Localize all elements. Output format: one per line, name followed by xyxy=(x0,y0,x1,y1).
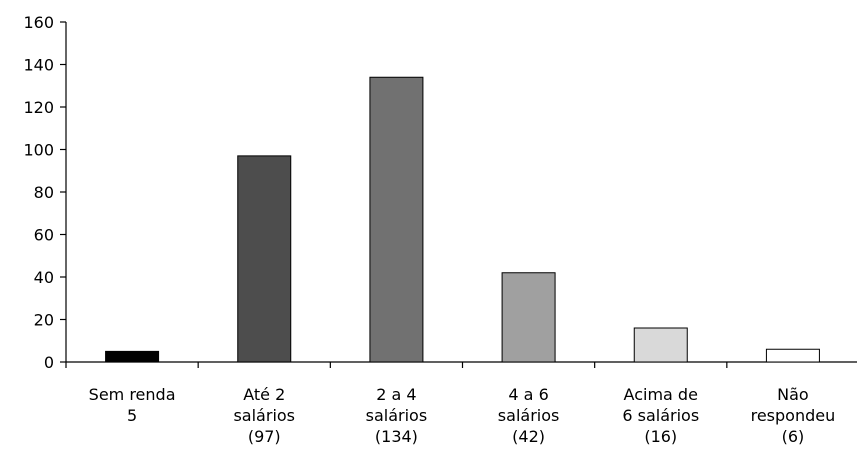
category-label: salários xyxy=(498,406,560,425)
category-label: 5 xyxy=(127,406,137,425)
y-tick-label: 80 xyxy=(34,183,54,202)
bar xyxy=(633,327,688,363)
y-axis: 0 20 40 60 80 100 120 140 160 xyxy=(23,13,67,372)
category-label: Até 2 xyxy=(243,385,285,404)
bar xyxy=(237,155,292,363)
category-label: (134) xyxy=(375,427,418,446)
bar xyxy=(369,76,424,363)
category-label: Sem renda xyxy=(89,385,176,404)
category-label: (97) xyxy=(248,427,281,446)
category-label: 4 a 6 xyxy=(508,385,548,404)
y-tick-label: 0 xyxy=(44,353,54,372)
category-label: (6) xyxy=(782,427,805,446)
bar xyxy=(501,272,556,363)
category-label: respondeu xyxy=(751,406,836,425)
category-label: (16) xyxy=(644,427,677,446)
x-axis: Sem renda 5 Até 2 salários (97) 2 a 4 salários… xyxy=(65,361,857,446)
y-tick-label: 60 xyxy=(34,226,54,245)
bar xyxy=(105,350,160,363)
y-tick-label: 140 xyxy=(23,56,54,75)
category-label: salários xyxy=(233,406,295,425)
category-label: 2 a 4 xyxy=(376,385,416,404)
y-tick-label: 100 xyxy=(23,141,54,160)
category-label: (42) xyxy=(512,427,545,446)
y-tick-label: 160 xyxy=(23,13,54,32)
y-tick-label: 20 xyxy=(34,311,54,330)
bars xyxy=(105,76,820,363)
y-tick-label: 40 xyxy=(34,268,54,287)
category-label: Não xyxy=(777,385,809,404)
category-label: Acima de xyxy=(624,385,698,404)
category-label: salários xyxy=(366,406,428,425)
bar xyxy=(765,348,820,363)
category-label: 6 salários xyxy=(622,406,699,425)
y-tick-label: 120 xyxy=(23,98,54,117)
